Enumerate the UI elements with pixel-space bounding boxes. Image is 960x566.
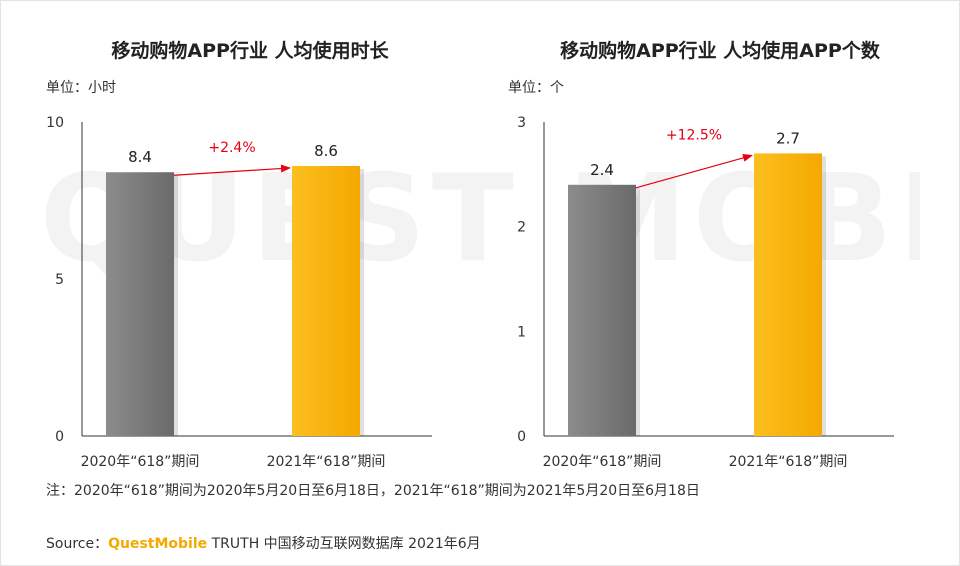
footnote: 注：2020年“618”期间为2020年5月20日至6月18日，2021年“61… xyxy=(46,483,700,499)
x-tick-label: 2020年“618”期间 xyxy=(81,454,200,470)
x-tick-label: 2021年“618”期间 xyxy=(729,454,848,470)
growth-label: +12.5% xyxy=(666,127,722,143)
bar xyxy=(754,153,822,436)
x-tick-label: 2021年“618”期间 xyxy=(267,454,386,470)
y-tick-label: 3 xyxy=(517,115,526,131)
bar-value-label: 8.6 xyxy=(314,142,338,160)
bar-chart-app-count: 0 1 2 3 2.4 2020年“618”期间 2.7 2021年“618”期间 +12.5% xyxy=(517,115,894,470)
growth-arrow xyxy=(173,164,291,176)
unit-label-right: 单位：个 xyxy=(508,80,564,96)
y-tick-label: 5 xyxy=(55,272,64,288)
y-tick-label: 10 xyxy=(46,115,64,131)
source-brand: QuestMobile xyxy=(108,536,208,552)
bar xyxy=(106,172,174,436)
source-prefix: Source： xyxy=(46,536,109,552)
unit-label-left: 单位：小时 xyxy=(46,80,116,96)
chart-title-left: 移动购物APP行业 人均使用时长 xyxy=(111,40,389,62)
bar xyxy=(292,165,360,436)
chart-title-right: 移动购物APP行业 人均使用APP个数 xyxy=(560,40,880,62)
bar-value-label: 2.7 xyxy=(776,129,800,147)
source-suffix: TRUTH 中国移动互联网数据库 2021年6月 xyxy=(211,536,481,552)
bar xyxy=(568,184,636,436)
y-tick-label: 0 xyxy=(517,429,526,445)
bar-chart-duration: 0 5 10 8.4 2020年“618”期间 8.6 2021年“618”期间 +2.4% xyxy=(46,115,432,470)
y-tick-label: 2 xyxy=(517,220,526,236)
bar-value-label: 8.4 xyxy=(128,148,152,166)
growth-arrow xyxy=(635,153,753,189)
growth-label: +2.4% xyxy=(208,140,255,156)
bar-value-label: 2.4 xyxy=(590,161,614,179)
y-tick-label: 1 xyxy=(517,324,526,340)
y-tick-label: 0 xyxy=(55,429,64,445)
source-line: Source：QuestMobile TRUTH 中国移动互联网数据库 2021… xyxy=(46,533,481,553)
x-tick-label: 2020年“618”期间 xyxy=(543,454,662,470)
